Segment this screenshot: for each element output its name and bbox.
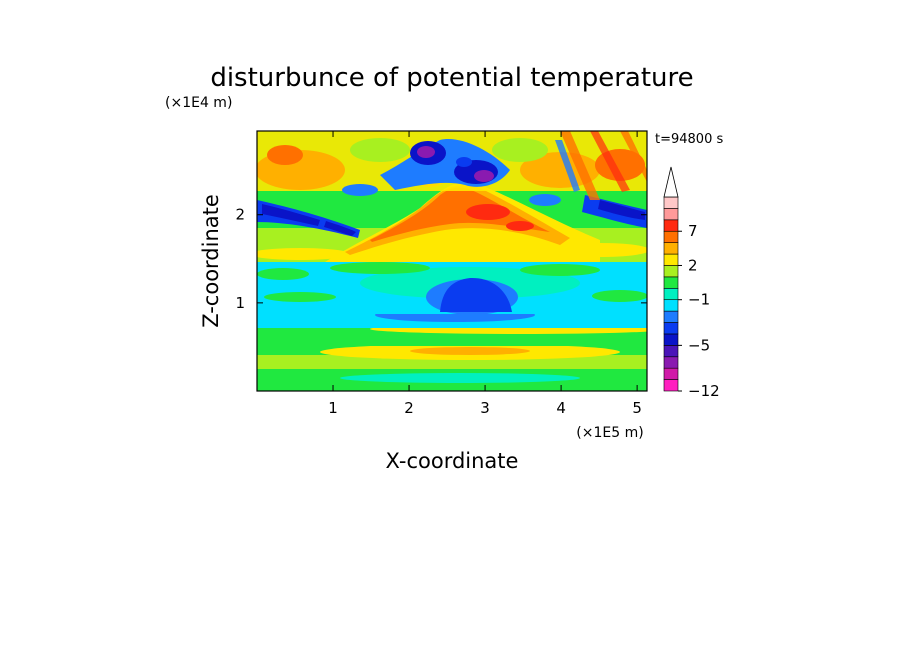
- colorbar-segment: [663, 219, 679, 232]
- time-label: t=94800 s: [655, 132, 723, 147]
- colorbar-segment: [663, 310, 679, 323]
- y-axis-title: Z-coordinate: [199, 194, 223, 328]
- colorbar-segment: [663, 230, 679, 243]
- colorbar-segment: [663, 367, 679, 380]
- lower-bands: [257, 308, 647, 391]
- y-tick-label: 1: [235, 294, 245, 312]
- cold-cell-1: [417, 146, 435, 158]
- colorbar-segment: [663, 287, 679, 301]
- x-tick-label: 3: [480, 399, 490, 417]
- colorbar-segment: [663, 356, 679, 369]
- colorbar: 7 2 −1 −5 −12: [663, 166, 720, 400]
- colorbar-segment: [663, 276, 679, 289]
- colorbar-segment: [663, 196, 679, 209]
- colorbar-segment: [663, 333, 679, 346]
- x-unit-label: (×1E5 m): [576, 425, 643, 441]
- colorbar-segment: [663, 265, 679, 278]
- heatmap-plot-area: [257, 131, 647, 391]
- x-axis-title: X-coordinate: [386, 449, 519, 473]
- y-unit-label: (×1E4 m): [165, 95, 232, 111]
- warm-dome: [257, 169, 647, 262]
- x-axis: 1 2 3 4 5: [328, 131, 642, 417]
- x-tick-label: 4: [556, 399, 566, 417]
- chart-title: disturbunce of potential temperature: [210, 63, 693, 93]
- colorbar-segment: [663, 253, 679, 266]
- colorbar-tick-label: 2: [688, 256, 698, 274]
- middle-band: [257, 262, 647, 315]
- plot-frame: [256, 130, 648, 392]
- colorbar-segment: [663, 242, 679, 255]
- colorbar-tick-label: −1: [688, 291, 710, 309]
- warm-maximum: [466, 204, 510, 220]
- colorbar-segment: [663, 299, 679, 312]
- y-axis: 12: [235, 206, 647, 312]
- colorbar-segment: [663, 345, 679, 358]
- cold-cell-2: [474, 170, 494, 182]
- colorbar-tick-label: −5: [688, 336, 710, 354]
- colorbar-segment: [663, 208, 679, 221]
- colorbar-tick-label: 7: [688, 222, 698, 240]
- x-tick-label: 1: [328, 399, 338, 417]
- y-tick-label: 2: [235, 206, 245, 224]
- cold-anomaly: [440, 277, 512, 312]
- upper-region: [257, 131, 647, 238]
- x-tick-label: 5: [632, 399, 642, 417]
- colorbar-tick-label: −12: [688, 382, 720, 400]
- x-tick-label: 2: [404, 399, 414, 417]
- colorbar-segment: [663, 379, 679, 392]
- colorbar-extend-arrow: [663, 166, 679, 198]
- colorbar-segment: [663, 322, 679, 335]
